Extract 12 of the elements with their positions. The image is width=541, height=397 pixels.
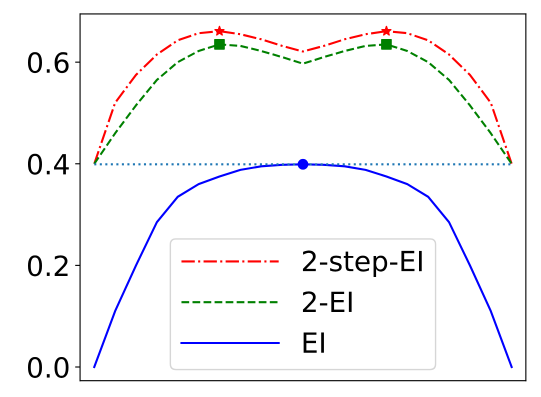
legend-label: EI [304, 332, 324, 353]
y-tick-label: 0.0 [28, 356, 68, 378]
point [298, 158, 308, 170]
y-tick-label: 0.6 [28, 52, 69, 74]
point [214, 39, 225, 50]
y-tick-label: 0.4 [28, 154, 69, 175]
point [214, 26, 225, 36]
point [381, 39, 392, 50]
legend-label: 2-EI [302, 291, 352, 312]
legend-label: 2-step-EI [302, 250, 422, 277]
y-tick-label: 0.2 [28, 255, 68, 276]
point [381, 26, 392, 36]
